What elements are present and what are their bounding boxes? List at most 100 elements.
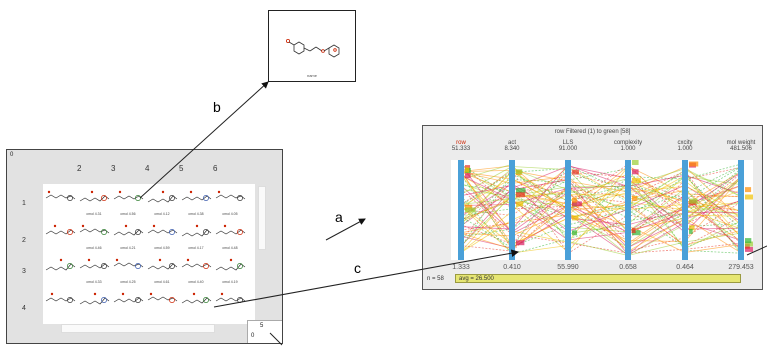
pc-histogram-bar bbox=[516, 240, 525, 246]
molecule-thumbnail bbox=[79, 190, 110, 202]
grid-molecule-cell[interactable]: cmol 4.40 bbox=[179, 254, 213, 284]
grid-molecule-cell[interactable]: cmol 4.33 bbox=[77, 254, 111, 284]
pc-axis-bar[interactable] bbox=[738, 160, 744, 260]
grid-molecule-cell[interactable] bbox=[43, 288, 77, 318]
pc-polyline bbox=[460, 163, 742, 256]
pc-axis-header[interactable]: complexity 1.000 bbox=[600, 140, 656, 152]
pc-axis-header[interactable]: cxcity 1.000 bbox=[657, 140, 713, 152]
pc-polyline bbox=[460, 198, 742, 252]
grid-molecule-cell[interactable]: cmol 4.05 bbox=[213, 186, 247, 216]
pc-axis-min: 0.410 bbox=[503, 264, 521, 271]
pc-histogram-bar bbox=[572, 197, 577, 203]
grid-molecule-cell[interactable] bbox=[43, 254, 77, 284]
pc-polyline bbox=[460, 204, 742, 246]
grid-molecule-cell[interactable] bbox=[77, 288, 111, 318]
grid-molecule-cell[interactable] bbox=[213, 288, 247, 318]
pc-axis-header[interactable]: row 51.333 bbox=[433, 140, 489, 152]
grid-cell-value: cmol 4.31 bbox=[86, 212, 102, 216]
label-a: a bbox=[335, 209, 343, 225]
molecule-thumbnail bbox=[215, 224, 246, 235]
pc-polyline bbox=[460, 164, 742, 230]
pc-axis-header[interactable]: act 8.340 bbox=[484, 140, 540, 152]
molecule-thumbnail bbox=[215, 292, 246, 303]
grid-molecule-cell[interactable]: cmol 4.46 bbox=[77, 220, 111, 250]
pc-axis-bar[interactable] bbox=[682, 160, 688, 260]
pc-histogram-bar bbox=[632, 230, 641, 236]
pc-polyline bbox=[460, 201, 742, 254]
molecule-thumbnail bbox=[147, 190, 178, 203]
molecule-structure-drawing bbox=[285, 38, 340, 58]
pc-axis-name: act bbox=[507, 140, 516, 146]
grid-cell-value: cmol 4.48 bbox=[222, 246, 238, 250]
grid-corner-panel: 5 0 bbox=[247, 320, 282, 343]
molecule-detail-card: name bbox=[268, 10, 356, 82]
pc-histogram-bar bbox=[689, 161, 699, 167]
grid-cell-value: cmol 4.33 bbox=[86, 280, 102, 284]
connector-arrow-a bbox=[325, 218, 366, 241]
molecule-thumbnail bbox=[45, 190, 76, 201]
molecule-thumbnail bbox=[113, 224, 144, 236]
pc-polyline bbox=[460, 168, 742, 255]
parallel-coordinates-window[interactable]: row Filtered (1) to green [58] row 51.333… bbox=[422, 125, 763, 290]
grid-cell-value: cmol 4.59 bbox=[154, 246, 170, 250]
grid-vertical-scrollbar[interactable] bbox=[258, 186, 266, 250]
pc-axis-name: cxcity bbox=[677, 140, 693, 146]
pc-axis-bar[interactable] bbox=[458, 160, 464, 260]
grid-cell-value: cmol 4.38 bbox=[188, 212, 204, 216]
pc-axis-max: 1.000 bbox=[677, 146, 693, 152]
pc-polyline bbox=[460, 185, 742, 248]
pc-polyline bbox=[460, 168, 742, 256]
pc-histogram-bar bbox=[632, 160, 639, 165]
grid-molecule-cell[interactable] bbox=[179, 288, 213, 318]
pc-axis-bar[interactable] bbox=[509, 160, 515, 260]
pc-histogram-bar bbox=[689, 228, 693, 234]
pc-polyline bbox=[460, 171, 742, 250]
grid-molecule-cell[interactable] bbox=[111, 288, 145, 318]
pc-axis-name: row bbox=[456, 140, 466, 146]
pc-axis-header[interactable]: mol weight 481.506 bbox=[713, 140, 767, 152]
molecule-thumbnail bbox=[113, 190, 144, 201]
grid-molecule-cell[interactable]: cmol 4.59 bbox=[145, 220, 179, 250]
pc-axis-bar[interactable] bbox=[625, 160, 631, 260]
grid-molecule-cell[interactable]: cmol 4.25 bbox=[111, 254, 145, 284]
grid-molecule-cell[interactable]: cmol 4.19 bbox=[213, 254, 247, 284]
molecule-thumbnail bbox=[113, 292, 144, 303]
molecule-caption: name bbox=[306, 73, 317, 78]
molecule-thumbnail bbox=[45, 258, 76, 271]
grid-molecule-cell[interactable]: cmol 4.38 bbox=[179, 186, 213, 216]
grid-molecule-cell[interactable] bbox=[43, 186, 77, 216]
molecule-thumbnail bbox=[147, 258, 178, 270]
grid-molecule-cell[interactable]: cmol 4.17 bbox=[179, 220, 213, 250]
pc-polyline bbox=[460, 167, 742, 245]
grid-cell-value: cmol 4.56 bbox=[120, 212, 136, 216]
pc-histogram-bar bbox=[516, 188, 526, 194]
pc-histogram-bar bbox=[516, 192, 525, 198]
grid-horizontal-scrollbar[interactable] bbox=[61, 324, 215, 333]
grid-row-header: 4 bbox=[22, 305, 26, 312]
grid-molecule-cell[interactable]: cmol 4.48 bbox=[213, 220, 247, 250]
pc-axis-header[interactable]: LLS 91.000 bbox=[540, 140, 596, 152]
grid-molecule-cell[interactable] bbox=[145, 288, 179, 318]
grid-molecule-cell[interactable]: cmol 4.31 bbox=[77, 186, 111, 216]
pc-axis-min: 279.453 bbox=[728, 264, 754, 271]
pc-polyline bbox=[460, 163, 742, 238]
molecule-grid[interactable]: cmol 4.31 cmol 4.56 cmol 4.12 cmol 4.38 cmol… bbox=[43, 184, 255, 324]
pc-polyline bbox=[460, 174, 742, 217]
pc-axis-bar[interactable] bbox=[565, 160, 571, 260]
grid-col-header: 5 bbox=[179, 164, 184, 173]
pc-filter-bar[interactable]: avg = 26.500 bbox=[455, 274, 741, 283]
grid-molecule-cell[interactable]: cmol 4.61 bbox=[145, 254, 179, 284]
pc-histogram-bar bbox=[465, 204, 473, 210]
grid-molecule-cell[interactable]: cmol 4.12 bbox=[145, 186, 179, 216]
molecule-grid-window[interactable]: 0 2 3 4 5 6 1 2 3 4 cmol 4.31 cmol 4.56 cmol 4.12… bbox=[6, 149, 283, 344]
pc-polyline bbox=[460, 168, 742, 246]
pc-polyline bbox=[460, 166, 742, 253]
pc-histogram-bar bbox=[689, 198, 698, 204]
grid-molecule-cell[interactable]: cmol 4.21 bbox=[111, 220, 145, 250]
pc-polyline bbox=[460, 166, 742, 243]
grid-molecule-cell[interactable] bbox=[43, 220, 77, 250]
pc-histogram-bar bbox=[689, 225, 695, 231]
grid-molecule-cell[interactable]: cmol 4.56 bbox=[111, 186, 145, 216]
parallel-coordinates-plot[interactable] bbox=[451, 160, 753, 260]
pc-polyline bbox=[460, 163, 742, 222]
